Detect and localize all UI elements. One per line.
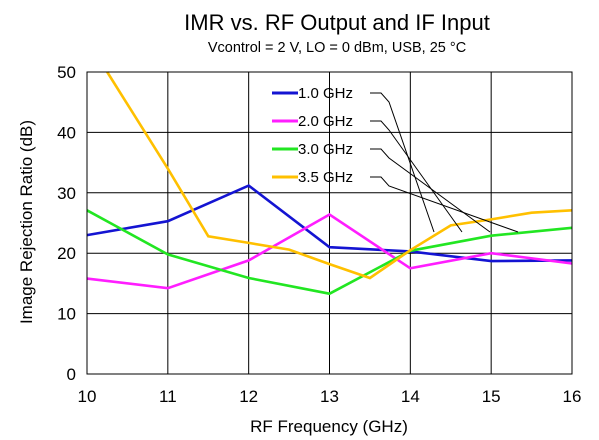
x-tick-label: 12 — [239, 387, 258, 406]
series-lines — [86, 71, 573, 296]
x-axis-label: RF Frequency (GHz) — [250, 417, 408, 436]
legend-label: 1.0 GHz — [298, 85, 353, 102]
x-tick-label: 15 — [482, 387, 501, 406]
legend-leader-line — [370, 148, 491, 233]
x-tick-label: 13 — [320, 387, 339, 406]
y-axis-label: Image Rejection Ratio (dB) — [17, 120, 36, 324]
x-tick-label: 16 — [563, 387, 582, 406]
series-line-1-0-ghz — [86, 184, 573, 263]
y-tick-label: 20 — [57, 244, 76, 263]
legend-label: 3.0 GHz — [298, 141, 353, 158]
legend-label: 3.5 GHz — [298, 169, 353, 186]
legend-leader-line — [370, 176, 519, 233]
series-line-3-5-ghz — [106, 71, 573, 280]
legend-label: 2.0 GHz — [298, 113, 353, 130]
y-tick-label: 40 — [57, 123, 76, 142]
legend-leader-line — [370, 120, 463, 233]
series-line-2-0-ghz — [86, 212, 573, 290]
plot-area-frame — [86, 71, 573, 375]
legend: 1.0 GHz 2.0 GHz 3.0 GHz 3.5 GHz — [272, 85, 519, 233]
y-tick-label: 30 — [57, 184, 76, 203]
x-tick-label: 14 — [401, 387, 420, 406]
y-tick-label: 50 — [57, 63, 76, 82]
series-line-3-0-ghz — [86, 209, 573, 296]
chart-title: IMR vs. RF Output and IF Input — [184, 10, 490, 35]
legend-leader-line — [370, 92, 435, 233]
chart-subtitle: Vcontrol = 2 V, LO = 0 dBm, USB, 25 °C — [208, 40, 466, 56]
y-tick-label: 10 — [57, 305, 76, 324]
x-tick-label: 11 — [159, 387, 177, 406]
y-tick-label: 0 — [67, 365, 76, 384]
x-tick-label: 10 — [78, 387, 97, 406]
